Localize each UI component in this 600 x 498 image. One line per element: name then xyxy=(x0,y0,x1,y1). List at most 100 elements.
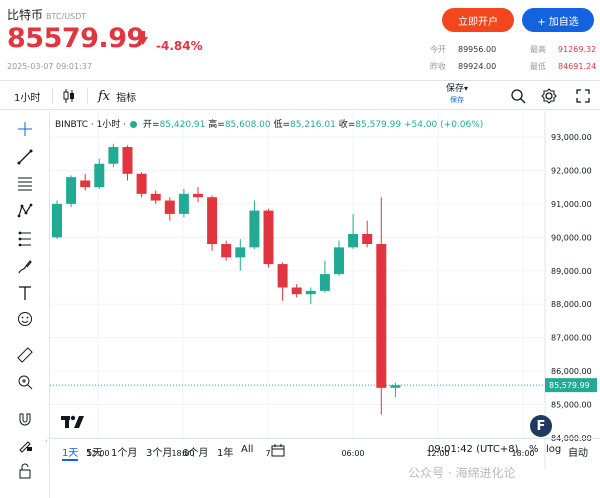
candle-body xyxy=(348,233,359,248)
candle-body xyxy=(150,193,161,201)
trendline-icon[interactable] xyxy=(13,145,37,169)
candle-body xyxy=(277,264,288,288)
candle-body xyxy=(178,193,189,214)
ruler-icon[interactable] xyxy=(13,343,37,367)
emoji-icon[interactable] xyxy=(13,307,37,331)
open-account-button[interactable]: 立即开户 xyxy=(442,8,514,32)
stat-high: 最高 91269.32 xyxy=(530,44,596,55)
date-range-icon[interactable] xyxy=(271,442,285,461)
add-watchlist-button[interactable]: + 加自选 xyxy=(522,8,594,32)
save-button[interactable]: 保存▾ 保存 xyxy=(446,84,469,104)
quote-timestamp: 2025-03-07 09:01:37 xyxy=(7,62,92,71)
candle-body xyxy=(66,177,77,204)
indicators-button[interactable]: fx 指标 xyxy=(98,81,136,111)
lock-draw-icon[interactable] xyxy=(13,433,37,457)
legend-open-value: 85,420.91 xyxy=(159,120,206,130)
utc-clock[interactable]: 09:01:42 (UTC+8) xyxy=(428,444,519,455)
last-price-badge xyxy=(545,378,597,393)
collapse-toolbar-icon[interactable]: ‹ xyxy=(45,437,48,445)
down-arrow-icon xyxy=(138,31,148,45)
y-tick-label: 91,000.00 xyxy=(551,200,592,209)
candlestick-chart[interactable]: 93,000.00 92,000.00 91,000.00 90,000.00 89,0… xyxy=(50,111,600,469)
watermark: 公众号 · 海绵进化论 xyxy=(408,466,516,480)
fib-icon[interactable] xyxy=(13,171,37,195)
candle-body xyxy=(52,203,62,238)
y-tick-label: 88,000.00 xyxy=(551,300,592,309)
gann-icon[interactable] xyxy=(13,227,37,251)
candle-body xyxy=(263,210,274,265)
asset-pair: BTC/USDT xyxy=(46,12,87,21)
text-icon[interactable] xyxy=(13,281,37,305)
candle-body xyxy=(108,147,119,164)
candle-body xyxy=(390,385,401,388)
candle-body xyxy=(291,287,302,295)
function-icon: fx xyxy=(98,88,111,104)
legend-change-value: +54.00 (+0.06%) xyxy=(403,120,484,130)
stat-high-label: 最高 xyxy=(530,45,546,54)
lock-icon[interactable] xyxy=(13,459,37,483)
range-3m[interactable]: 3个月 xyxy=(146,448,173,459)
gear-icon[interactable] xyxy=(541,81,557,111)
x-tick-label: 12:00 xyxy=(426,449,449,458)
y-tick-label: 93,000.00 xyxy=(551,133,592,142)
log-scale-toggle[interactable]: log xyxy=(546,444,562,455)
x-tick-label: 7 xyxy=(265,449,270,458)
legend-low-value: 85,216.01 xyxy=(290,120,336,130)
candle-body xyxy=(136,173,147,194)
quote-header: 比特币 BTC/USDT 85579.99 -4.84% 2025-03-07 0… xyxy=(0,0,600,78)
stat-low: 最低 84691.24 xyxy=(530,61,596,72)
y-tick-label: 89,000.00 xyxy=(551,267,592,276)
range-1y[interactable]: 1年 xyxy=(217,448,234,459)
candle-body xyxy=(221,244,232,258)
candle-body xyxy=(305,290,316,295)
toolbar-divider xyxy=(52,88,53,104)
last-price: 85579.99 xyxy=(7,23,145,54)
range-5d[interactable]: 5天 xyxy=(86,448,103,459)
percent-scale-toggle[interactable]: % xyxy=(529,444,539,455)
stat-open: 今开 89956.00 xyxy=(430,44,496,55)
toolbar-divider xyxy=(87,88,88,104)
range-1d[interactable]: 1天 xyxy=(62,444,79,461)
candle-body xyxy=(249,210,260,248)
candle-body xyxy=(319,274,330,291)
stat-low-label: 最低 xyxy=(530,62,546,71)
x-tick-label: 06:00 xyxy=(341,449,364,458)
pattern-icon[interactable] xyxy=(13,199,37,223)
auto-scale-toggle[interactable]: 自动 xyxy=(568,448,588,459)
last-price-label: 85,579.99 xyxy=(549,381,590,390)
brand-badge-icon[interactable]: F xyxy=(530,415,552,437)
drawing-toolbar: ‹ xyxy=(0,111,50,498)
save-label: 保存 xyxy=(446,84,465,94)
range-all[interactable]: All xyxy=(241,444,254,455)
price-change: -4.84% xyxy=(156,39,203,53)
candle-body xyxy=(362,233,373,245)
candles-icon[interactable] xyxy=(62,81,76,111)
legend-high-key: 高= xyxy=(208,120,225,130)
range-1m[interactable]: 1个月 xyxy=(111,448,138,459)
legend-high-value: 85,608.00 xyxy=(224,120,271,130)
chart-legend: BINBTC · 1小时 · 开=85,420.91 高=85,608.00 低=… xyxy=(55,117,483,130)
stat-prev-close: 昨收 89924.00 xyxy=(430,61,496,72)
stat-open-label: 今开 xyxy=(430,45,446,54)
chart-toolbar: 1小时 fx 指标 保存▾ 保存 xyxy=(0,80,600,110)
crosshair-icon[interactable] xyxy=(13,117,37,141)
magnet-icon[interactable] xyxy=(13,407,37,431)
candle-body xyxy=(94,163,105,188)
range-bar xyxy=(50,438,600,464)
stat-open-value: 89956.00 xyxy=(458,45,497,54)
y-tick-label: 90,000.00 xyxy=(551,233,592,242)
fullscreen-icon[interactable] xyxy=(576,81,590,111)
search-icon[interactable] xyxy=(510,81,526,111)
legend-low-key: 低= xyxy=(273,120,291,130)
x-tick-label: 12:00 xyxy=(86,449,109,458)
asset-title: 比特币 BTC/USDT xyxy=(7,6,86,23)
interval-selector[interactable]: 1小时 xyxy=(14,92,41,104)
candle-body xyxy=(193,193,203,198)
legend-close-value: 85,579.99 xyxy=(355,120,402,130)
legend-close-key: 收= xyxy=(338,120,356,130)
stat-prev-close-label: 昨收 xyxy=(430,62,446,71)
candle-body xyxy=(376,244,387,388)
zoom-icon[interactable] xyxy=(13,370,37,394)
brush-icon[interactable] xyxy=(13,255,37,279)
range-6m[interactable]: 6个月 xyxy=(182,448,209,459)
